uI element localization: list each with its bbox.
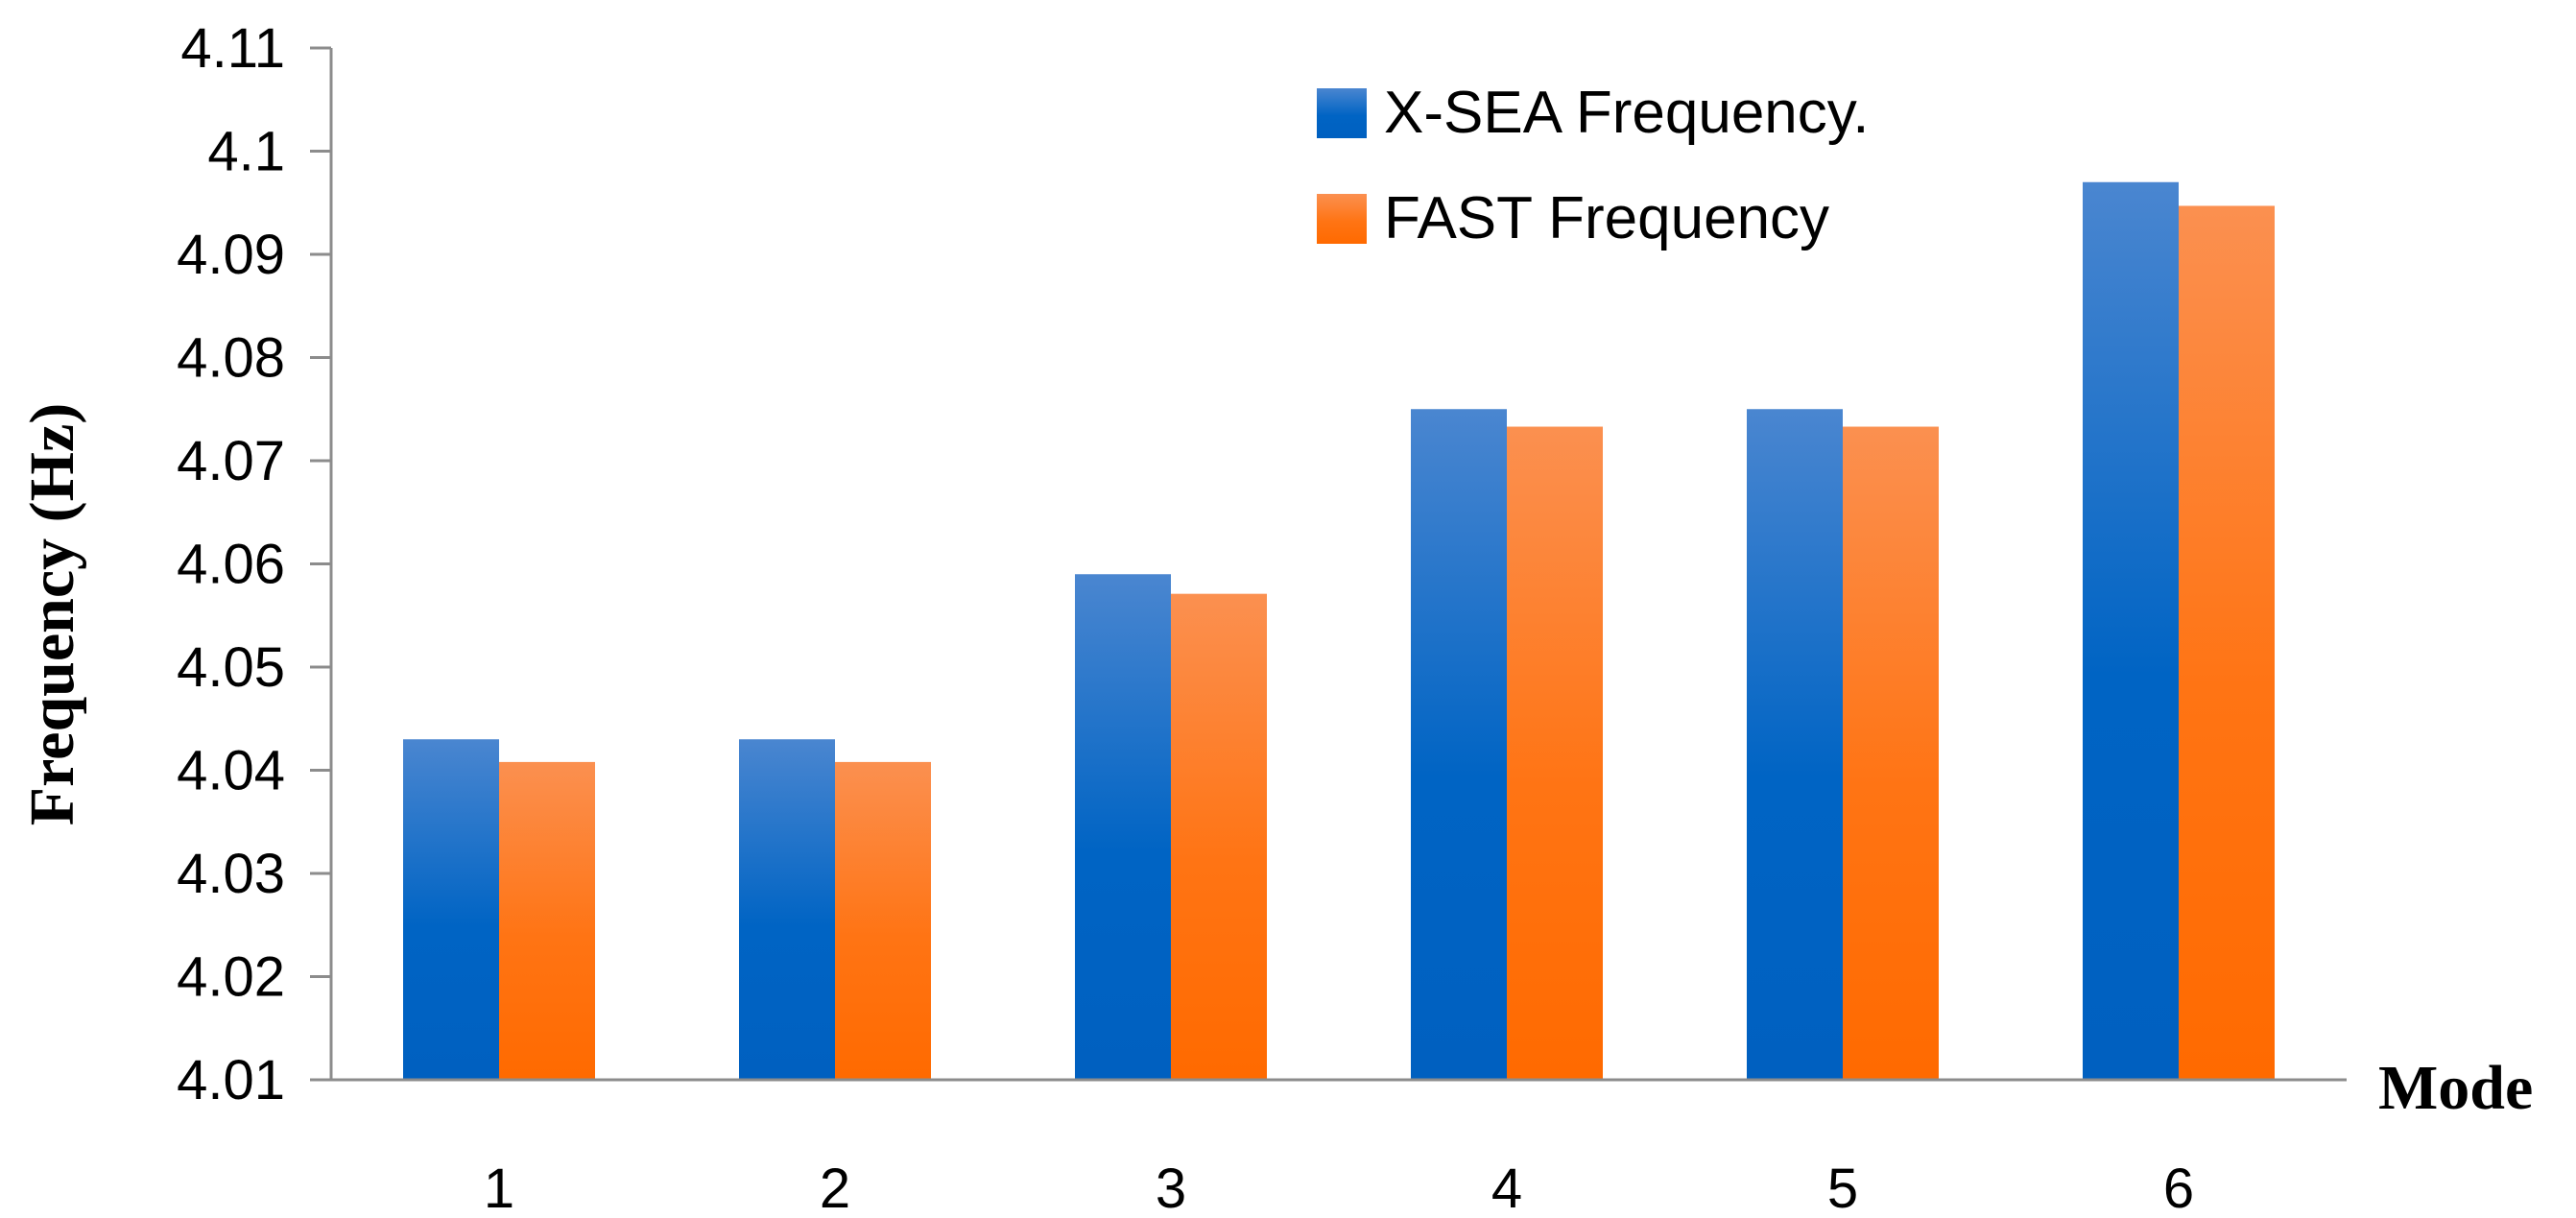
x-tick-label: 5: [1827, 1158, 1858, 1218]
bar-fast-mode-3: [1171, 593, 1267, 1080]
bar-xsea-mode-2: [739, 739, 835, 1080]
legend-swatch-xsea: [1317, 88, 1367, 138]
y-tick-label: 4.06: [177, 534, 285, 596]
y-tick-label: 4.02: [177, 946, 285, 1009]
bar-fast-mode-2: [835, 761, 931, 1080]
x-tick-label: 4: [1491, 1158, 1522, 1218]
y-tick-label: 4.07: [177, 430, 285, 492]
bar-xsea-mode-5: [1747, 409, 1843, 1080]
bar-fast-mode-6: [2179, 205, 2275, 1081]
legend-label-xsea: X-SEA Frequency.: [1384, 80, 1869, 146]
x-tick-label: 3: [1156, 1158, 1186, 1218]
bar-fast-mode-1: [499, 761, 595, 1080]
y-tick-label: 4.09: [177, 224, 285, 286]
legend-swatch-fast: [1317, 194, 1367, 244]
bar-xsea-mode-1: [403, 739, 499, 1080]
x-tick-label: 1: [484, 1158, 514, 1218]
y-tick-label: 4.1: [207, 121, 285, 183]
y-tick-label: 4.05: [177, 636, 285, 699]
bar-xsea-mode-3: [1075, 574, 1171, 1080]
bar-xsea-mode-4: [1411, 409, 1507, 1080]
x-axis-title: Mode: [2378, 1053, 2533, 1123]
y-tick-label: 4.11: [180, 17, 285, 80]
y-tick-label: 4.01: [177, 1049, 285, 1111]
y-tick-label: 4.04: [177, 740, 285, 802]
legend-label-fast: FAST Frequency: [1384, 185, 1829, 251]
y-tick-label: 4.03: [177, 843, 285, 905]
bars: [403, 181, 2275, 1081]
x-axis-ticks: 1 2 3 4 5 6: [484, 1158, 2194, 1218]
y-axis-title: Frequency (Hz): [17, 403, 87, 826]
y-axis-ticks: 4.01 4.02 4.03 4.04 4.05 4.06 4.07 4.08 4.09 4.1 4…: [177, 17, 331, 1111]
x-tick-label: 2: [820, 1158, 850, 1218]
bar-xsea-mode-6: [2083, 181, 2179, 1080]
bar-fast-mode-5: [1843, 426, 1939, 1080]
bar-fast-mode-4: [1507, 426, 1603, 1080]
y-tick-label: 4.08: [177, 327, 285, 390]
x-tick-label: 6: [2163, 1158, 2194, 1218]
legend: X-SEA Frequency. FAST Frequency: [1317, 80, 1869, 251]
